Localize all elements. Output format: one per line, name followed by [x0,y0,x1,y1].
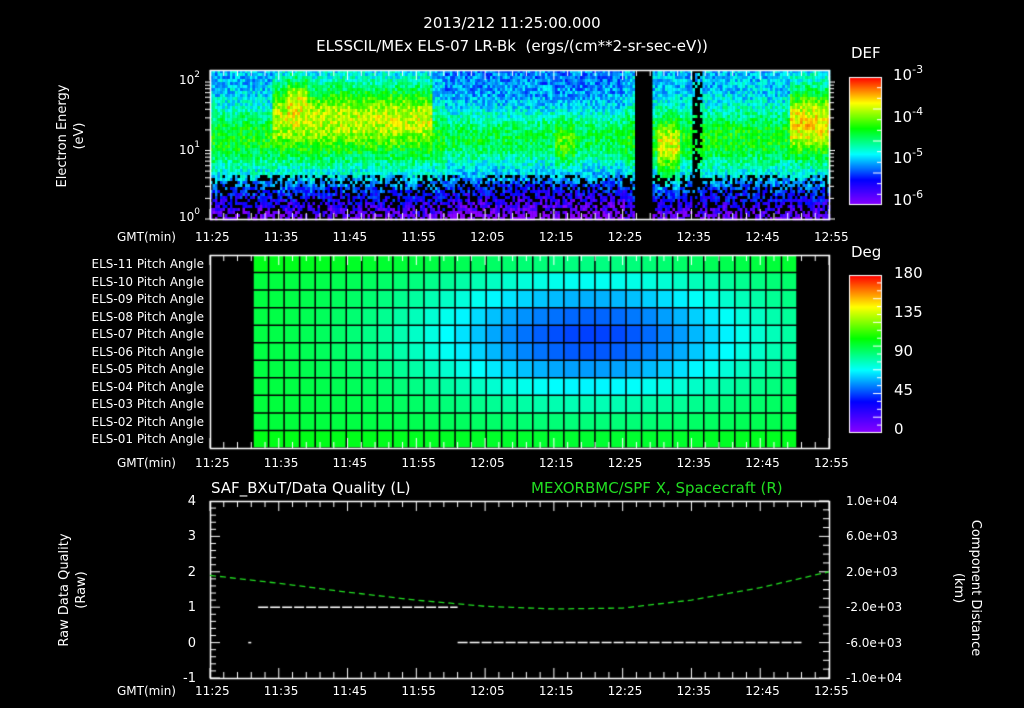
energy-tick-100: 102 [178,70,200,87]
dist-tick-neg1e4: -1.0e+04 [846,671,903,685]
dist-tick-neg6e3: -6.0e+03 [846,636,903,650]
time-axis-2: GMT(min) 11:25 11:35 11:45 11:55 12:05 1… [117,456,849,470]
def-tick-1e-6: 10-6 [893,188,924,209]
def-tick-1e-4: 10-4 [893,105,924,126]
dq-tick-0: 0 [187,636,196,651]
pitch-angle-row-labels: ELS-11 Pitch Angle ELS-10 Pitch Angle EL… [91,257,204,446]
deg-tick-45: 45 [894,381,914,399]
def-tick-1e-5: 10-5 [893,146,924,167]
deg-tick-135: 135 [894,303,923,321]
dist-tick-6e3: 6.0e+03 [846,529,898,543]
deg-tick-90: 90 [894,342,914,360]
def-colorbar [848,76,904,206]
dist-tick-2e3: 2.0e+03 [846,565,898,579]
def-tick-1e-3: 10-3 [893,63,924,84]
dist-tick-1e4: 1.0e+04 [846,494,898,508]
dq-tick-3: 3 [187,529,196,544]
data-quality-title: SAF_BXuT/Data Quality (L) [211,479,411,497]
pitch-angle-grid[interactable] [205,252,835,452]
panel1-ylabel: Electron Energy (eV) [55,84,87,188]
time-axis-3: GMT(min) 11:25 11:35 11:45 11:55 12:05 1… [117,684,849,698]
dist-tick-neg2e3: -2.0e+03 [846,600,903,614]
time-axis-1: GMT(min) 11:25 11:35 11:45 11:55 12:05 1… [117,230,849,244]
dq-tick-4: 4 [187,494,196,509]
dq-tick-1: 1 [187,600,196,615]
def-colorbar-title: DEF [851,44,881,62]
deg-tick-180: 180 [894,264,923,282]
energy-tick-10: 101 [178,140,200,157]
plot-timestamp: 2013/212 11:25:00.000 [423,14,601,32]
deg-colorbar [848,274,904,434]
dq-tick-neg1: -1 [183,671,196,686]
spf-x-title: MEXORBMC/SPF X, Spacecraft (R) [531,479,783,497]
deg-colorbar-title: Deg [851,243,882,261]
dq-tick-2: 2 [187,565,196,580]
deg-tick-0: 0 [894,420,904,438]
plot-subtitle: ELSSCIL/MEx ELS-07 LR-Bk (ergs/(cm**2-sr… [316,37,708,55]
data-quality-line-plot[interactable] [200,495,840,685]
energy-tick-1: 100 [178,207,200,224]
energy-spectrogram[interactable] [205,67,835,227]
